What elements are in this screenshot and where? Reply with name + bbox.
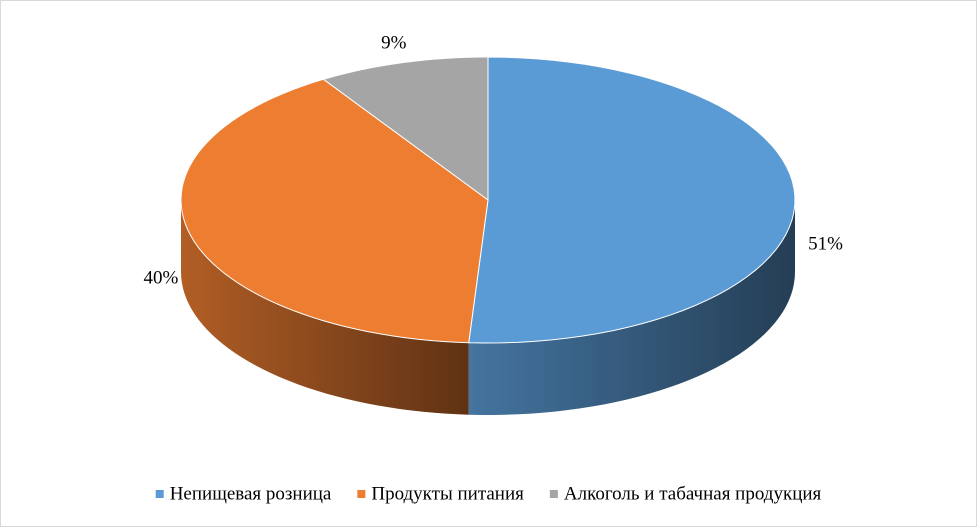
legend-marker <box>155 490 164 498</box>
data-labels: 51% 40% 9% <box>143 32 843 288</box>
data-label: 40% <box>143 267 178 288</box>
legend-label: Непищевая розница <box>170 483 332 504</box>
legend-label: Продукты питания <box>371 483 524 504</box>
data-label: 51% <box>808 233 843 254</box>
legend-marker <box>357 490 366 498</box>
slice-side <box>468 200 795 415</box>
legend: Непищевая розница Продукты питания Алкогол… <box>155 483 822 504</box>
slice <box>468 56 796 344</box>
legend-label: Алкоголь и табачная продукция <box>564 483 822 504</box>
slice <box>180 78 489 344</box>
slice <box>322 56 489 201</box>
slice-side <box>181 200 469 415</box>
pie-sides <box>181 200 795 415</box>
legend-marker <box>549 490 558 498</box>
data-label: 9% <box>381 32 407 53</box>
pie-tops <box>180 56 796 344</box>
